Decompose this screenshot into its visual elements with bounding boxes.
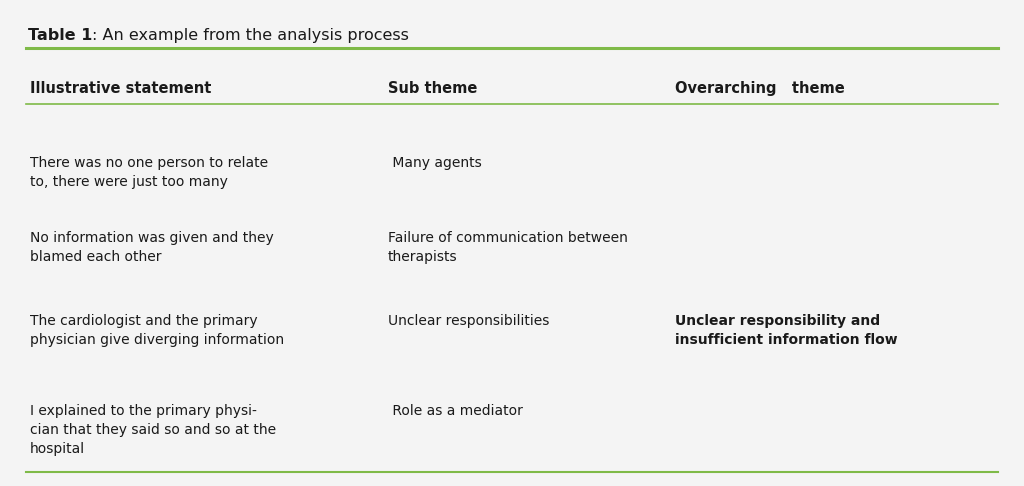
Text: Unclear responsibilities: Unclear responsibilities (388, 314, 549, 328)
Text: Failure of communication between
therapists: Failure of communication between therapi… (388, 231, 628, 264)
Text: Unclear responsibility and
insufficient information flow: Unclear responsibility and insufficient … (675, 314, 898, 347)
Text: There was no one person to relate
to, there were just too many: There was no one person to relate to, th… (30, 156, 268, 189)
Text: The cardiologist and the primary
physician give diverging information: The cardiologist and the primary physici… (30, 314, 284, 347)
Text: : An example from the analysis process: : An example from the analysis process (92, 28, 410, 43)
Text: Overarching   theme: Overarching theme (675, 81, 845, 96)
Text: Role as a mediator: Role as a mediator (388, 404, 523, 418)
Text: Table 1: Table 1 (28, 28, 92, 43)
Text: Sub theme: Sub theme (388, 81, 477, 96)
Text: Many agents: Many agents (388, 156, 481, 170)
Text: I explained to the primary physi-
cian that they said so and so at the
hospital: I explained to the primary physi- cian t… (30, 404, 276, 456)
Text: No information was given and they
blamed each other: No information was given and they blamed… (30, 231, 273, 264)
Text: Illustrative statement: Illustrative statement (30, 81, 211, 96)
